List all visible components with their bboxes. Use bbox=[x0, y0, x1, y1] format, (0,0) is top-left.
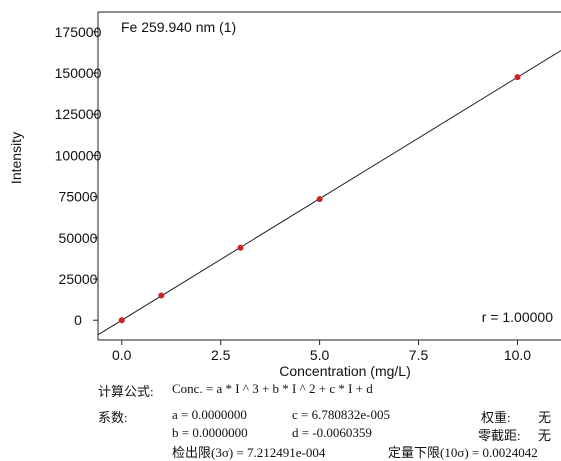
formula-text: Conc. = a * I ^ 3 + b * I ^ 2 + c * I + … bbox=[172, 381, 373, 396]
x-tick-label: 2.5 bbox=[211, 347, 231, 363]
y-tick-label: 100000 bbox=[55, 147, 102, 163]
coefficients-label: 系数: bbox=[98, 410, 128, 425]
zero-intercept-value: 无 bbox=[538, 428, 552, 443]
chart-title: Fe 259.940 nm (1) bbox=[121, 19, 236, 35]
coefficient-c: c = 6.780832e-005 bbox=[292, 407, 390, 422]
quantitation-limit: 定量下限(10σ) = 0.0024042 bbox=[388, 445, 538, 460]
coefficient-b: b = 0.0000000 bbox=[172, 425, 248, 440]
data-point bbox=[118, 317, 125, 324]
plot-frame bbox=[97, 11, 561, 341]
coefficient-a: a = 0.0000000 bbox=[172, 407, 247, 422]
y-axis-title: Intensity bbox=[8, 132, 24, 184]
x-axis-ticks: 0.0 2.5 5.0 7.5 10.0 bbox=[112, 340, 531, 363]
y-tick-label: 175000 bbox=[55, 24, 102, 40]
detection-limit: 检出限(3σ) = 7.212491e-004 bbox=[172, 445, 326, 460]
data-point bbox=[158, 292, 165, 299]
fit-line bbox=[97, 50, 561, 336]
formula-label: 计算公式: bbox=[98, 384, 154, 399]
y-tick-label: 75000 bbox=[59, 189, 98, 205]
x-tick-label: 0.0 bbox=[112, 347, 132, 363]
weight-label: 权重: bbox=[481, 410, 511, 425]
x-tick-label: 10.0 bbox=[504, 347, 531, 363]
zero-intercept-label: 零截距: bbox=[478, 428, 521, 443]
x-tick-label: 7.5 bbox=[409, 347, 429, 363]
correlation-annotation: r = 1.00000 bbox=[482, 309, 553, 325]
y-tick-label: 125000 bbox=[55, 106, 102, 122]
data-point bbox=[237, 244, 244, 251]
y-tick-label: 0 bbox=[74, 312, 82, 328]
fit-line-group bbox=[97, 50, 561, 336]
coefficient-d: d = -0.0060359 bbox=[292, 425, 372, 440]
weight-value: 无 bbox=[538, 410, 552, 425]
data-point bbox=[514, 74, 521, 81]
x-tick-label: 5.0 bbox=[310, 347, 330, 363]
y-axis-ticks: 0 25000 50000 75000 100000 125000 150000 175000 bbox=[55, 24, 102, 328]
data-point bbox=[316, 196, 323, 203]
y-tick-label: 25000 bbox=[59, 271, 98, 287]
x-axis-title: Concentration (mg/L) bbox=[279, 363, 411, 379]
y-tick-label: 50000 bbox=[59, 230, 98, 246]
data-points bbox=[118, 74, 521, 324]
y-tick-label: 150000 bbox=[55, 65, 102, 81]
